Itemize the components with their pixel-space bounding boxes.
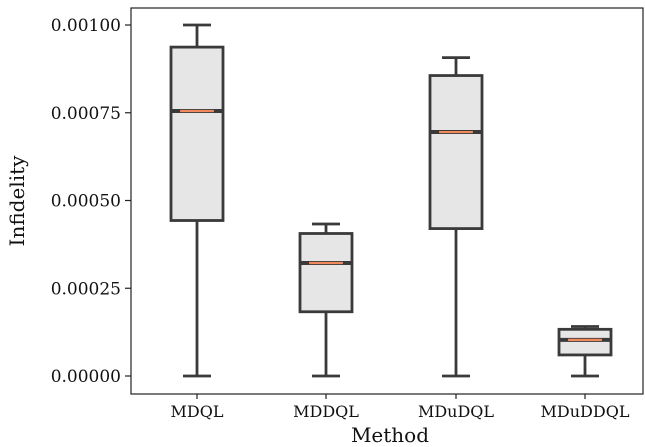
box-mdql <box>169 23 225 378</box>
x-tick-label: MDDQL <box>293 402 359 421</box>
y-tick-label: 0.00025 <box>51 279 121 299</box>
x-tick-label: MDuDQL <box>418 402 494 421</box>
box-mddql <box>298 222 354 378</box>
box-mduddql <box>557 325 613 378</box>
iqr-box <box>557 327 613 357</box>
y-tick-label: 0.00075 <box>51 104 121 124</box>
y-axis-ticks: 0.00000 0.00025 0.00050 0.00075 0.00100 <box>51 16 131 387</box>
y-tick-label: 0.00100 <box>51 16 121 36</box>
x-tick-label: MDuDDQL <box>541 402 630 421</box>
y-tick-label: 0.00050 <box>51 192 121 212</box>
y-tick-label: 0.00000 <box>51 367 121 387</box>
boxes-group <box>169 23 613 378</box>
box-mdudql <box>428 56 484 378</box>
iqr-box <box>298 232 354 314</box>
iqr-box <box>428 74 484 230</box>
x-axis-title: Method <box>351 423 429 447</box>
x-tick-label: MDQL <box>171 402 224 421</box>
iqr-box <box>169 45 225 222</box>
x-axis-ticks: MDQL MDDQL MDuDQL MDuDDQL <box>171 394 630 421</box>
y-axis-title: Infidelity <box>5 155 29 247</box>
